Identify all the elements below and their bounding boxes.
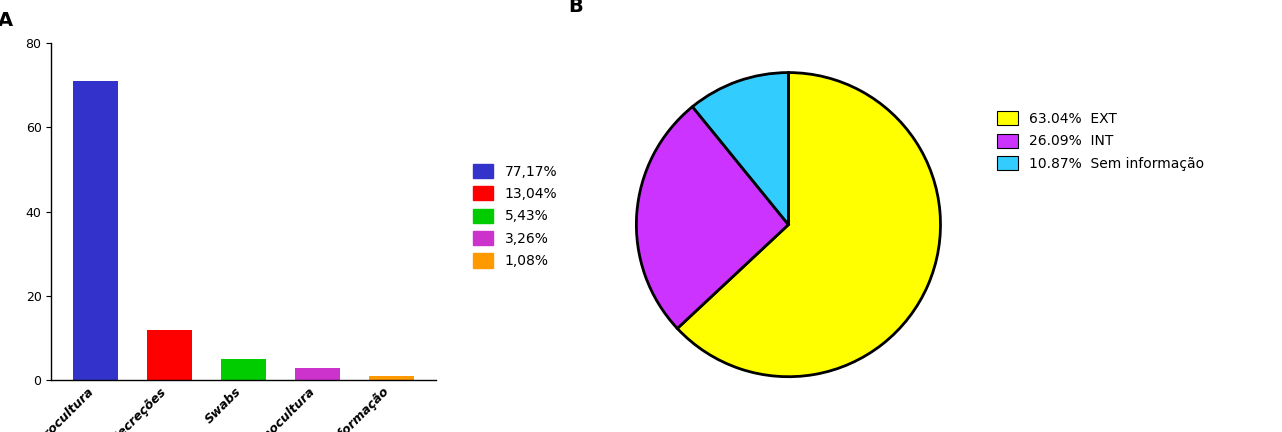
Bar xyxy=(147,330,192,380)
Bar xyxy=(295,368,340,380)
Legend: 63.04%  EXT, 26.09%  INT, 10.87%  Sem informação: 63.04% EXT, 26.09% INT, 10.87% Sem infor… xyxy=(994,107,1209,175)
Wedge shape xyxy=(677,73,941,377)
Bar xyxy=(222,359,265,380)
Text: B: B xyxy=(568,0,583,16)
Text: A: A xyxy=(0,11,13,30)
Bar xyxy=(73,81,118,380)
Bar xyxy=(369,376,414,380)
Wedge shape xyxy=(692,73,788,225)
Wedge shape xyxy=(636,107,788,328)
Legend: 77,17%, 13,04%, 5,43%, 3,26%, 1,08%: 77,17%, 13,04%, 5,43%, 3,26%, 1,08% xyxy=(468,159,562,273)
